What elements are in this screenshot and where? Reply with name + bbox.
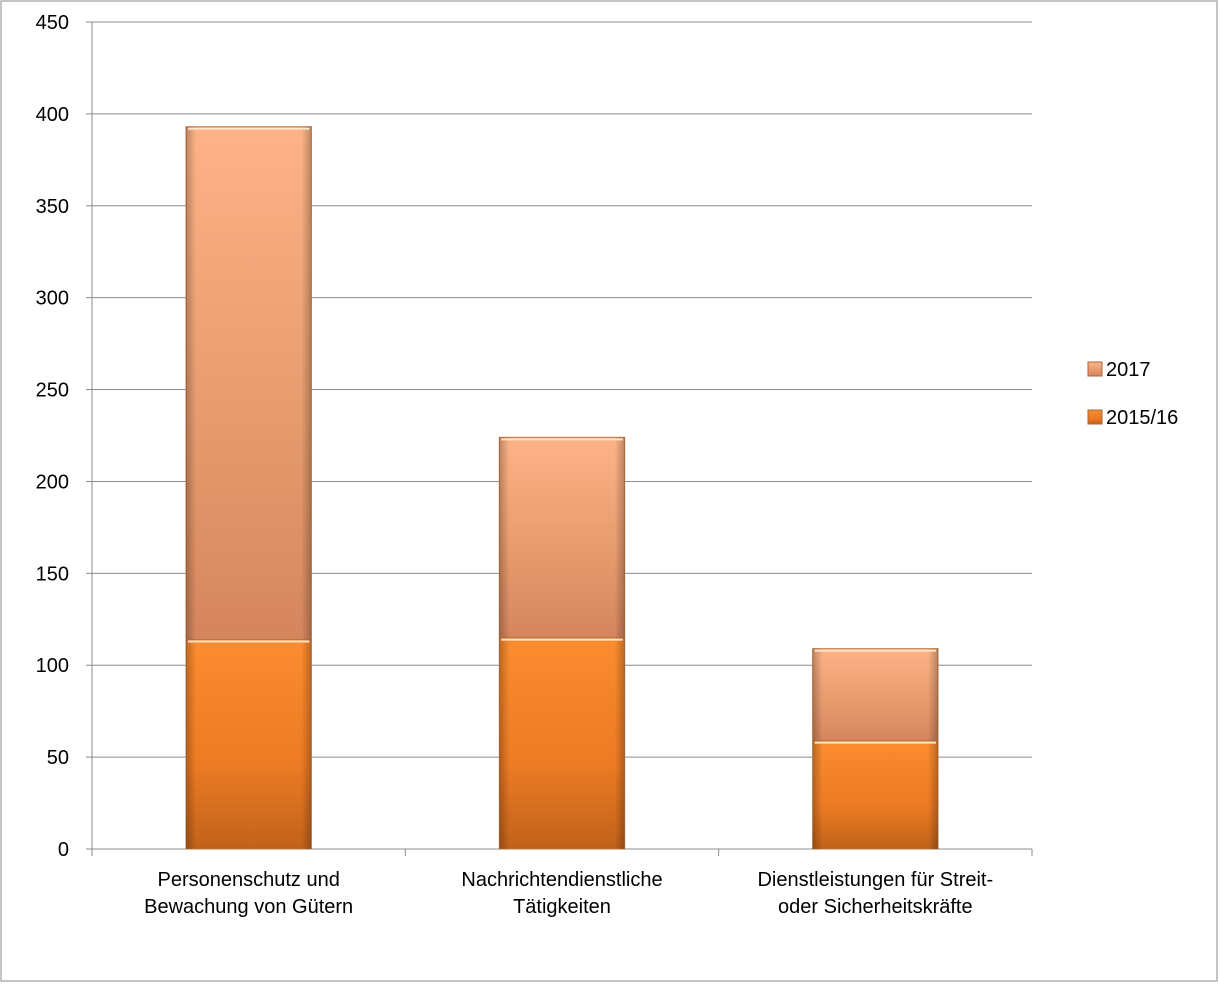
y-tick-label: 250 — [36, 380, 69, 402]
bar-shade — [812, 648, 938, 741]
y-tick-label: 0 — [58, 839, 69, 861]
bar-shade — [186, 639, 312, 849]
bar-shade — [499, 437, 625, 638]
legend-label: 2015/16 — [1106, 407, 1178, 429]
x-category-label: Dienstleistungen für Streit- — [757, 869, 993, 891]
x-category-label: Bewachung von Gütern — [144, 896, 353, 918]
y-tick-label: 100 — [36, 655, 69, 677]
y-tick-label: 400 — [36, 104, 69, 126]
bar-shade — [499, 637, 625, 849]
legend: 2017 2015/16 — [1087, 359, 1178, 429]
y-tick-label: 450 — [36, 12, 69, 34]
legend-swatch — [1087, 409, 1103, 425]
y-tick-label: 50 — [47, 747, 69, 769]
x-category-label: Nachrichtendienstliche — [461, 869, 662, 891]
y-tick-label: 300 — [36, 288, 69, 310]
x-category-labels: Personenschutz und Bewachung von Gütern Na… — [144, 869, 993, 918]
x-category-label: Tätigkeiten — [513, 896, 611, 918]
y-tick-label: 350 — [36, 196, 69, 218]
y-tick-label: 150 — [36, 563, 69, 585]
y-tick-labels: 0 50 100 150 200 250 300 350 400 450 — [36, 12, 69, 861]
x-category-label: oder Sicherheitskräfte — [778, 896, 973, 918]
legend-swatch — [1087, 361, 1103, 377]
bars — [185, 126, 939, 850]
bar-shade — [186, 126, 312, 640]
y-tick-label: 200 — [36, 471, 69, 493]
x-category-label: Personenschutz und — [157, 869, 339, 891]
bar-shade — [812, 740, 938, 849]
legend-label: 2017 — [1106, 359, 1151, 381]
